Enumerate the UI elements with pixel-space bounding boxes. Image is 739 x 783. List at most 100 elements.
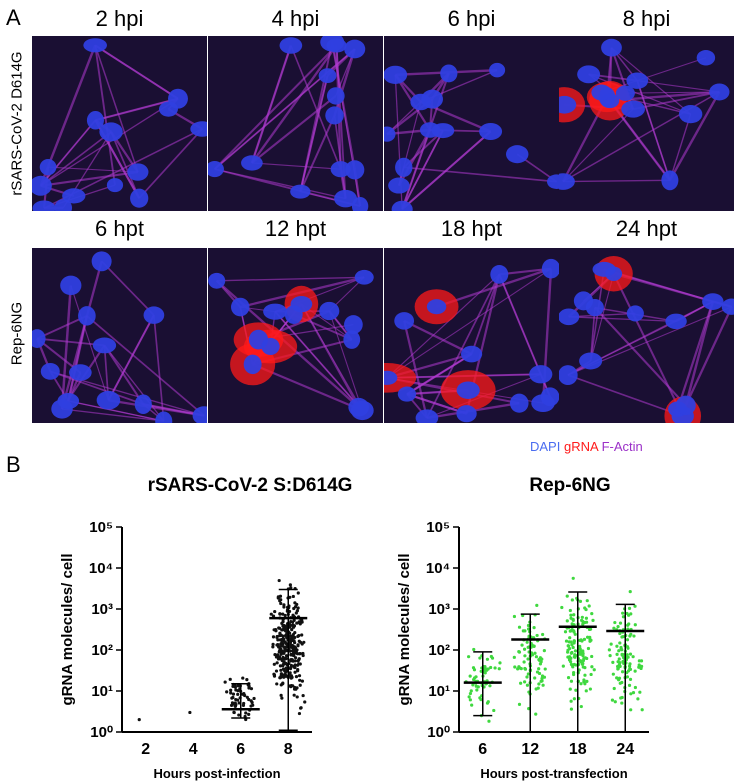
actin-filament [426,274,501,419]
data-point [629,632,633,636]
chart-right: 10⁰ 10¹ 10² 10³ 10⁴ 10⁵ gRNA molecules/ cell 6 1… [396,519,649,781]
data-point [469,689,473,693]
data-point [571,576,575,580]
data-point [476,685,480,689]
data-point [301,653,305,658]
micrograph-tile [208,36,383,211]
dapi-nucleus [529,365,553,384]
row-label-virus: rSARS-CoV-2 D614G [8,51,26,196]
micrograph-tile [559,248,734,423]
data-point [582,637,587,641]
data-point [525,675,529,679]
data-point [572,697,576,701]
data-point [569,699,573,703]
data-point [289,586,293,590]
data-point [295,621,299,625]
data-point [618,664,622,668]
dapi-nucleus [592,261,616,277]
data-point [640,708,644,712]
data-point [538,662,543,666]
actin-filament [636,80,671,181]
timepoint-label: 8 hpi [622,6,671,31]
data-point [272,672,276,676]
data-point [617,649,621,653]
actin-filament [61,408,164,422]
data-point [284,649,288,653]
dapi-nucleus [62,188,86,204]
data-point [616,660,620,664]
dapi-nucleus [32,329,46,348]
data-point [584,689,588,693]
data-point [627,622,631,626]
data-point [296,669,300,673]
actin-filament [95,97,179,122]
data-point [625,638,630,642]
data-point [570,598,574,602]
data-point [249,687,254,691]
actin-filament [611,47,692,115]
data-point [571,618,575,622]
data-point [292,639,296,643]
x-tick-label: 18 [569,741,587,758]
data-point [231,692,236,696]
dapi-nucleus [479,122,503,141]
dapi-nucleus [319,301,340,321]
data-point [233,704,237,708]
data-point [297,711,302,716]
data-point [583,673,587,677]
data-point [621,615,626,619]
x-axis-label: Hours post-transfection [480,766,627,781]
data-point [570,627,574,632]
data-point [583,606,587,610]
data-point [609,642,613,646]
data-point [468,698,472,702]
data-point [589,672,593,677]
dapi-nucleus [86,110,104,130]
data-point [245,678,249,682]
data-point [293,601,297,605]
actin-filament [637,80,720,93]
data-point [293,665,297,670]
data-point [541,632,545,637]
data-point [300,633,304,637]
data-point [292,653,296,658]
data-point [487,719,491,723]
dapi-nucleus [127,163,149,181]
y-tick-label: 10⁵ [426,519,450,536]
data-point [569,613,573,617]
chart-title: rSARS-CoV-2 S:D614G [147,475,353,496]
actin-filament [251,45,292,164]
data-point [526,645,530,649]
data-point [280,640,284,645]
data-point [607,648,611,652]
data-point [468,674,472,678]
data-point [470,703,474,707]
data-point [230,701,235,705]
timepoint-label: 24 hpt [615,216,678,241]
data-point [566,644,570,648]
data-point [535,633,539,638]
x-tick-label: 24 [616,741,634,758]
dapi-nucleus [192,406,207,423]
data-point [540,676,544,681]
data-point [629,692,633,696]
data-point [633,604,637,608]
data-point [565,619,569,623]
actin-filament [300,303,360,408]
data-point [298,621,302,625]
data-point [633,685,638,690]
data-point [288,583,292,587]
dapi-nucleus [559,365,578,386]
data-point [572,662,576,667]
data-point [475,688,479,692]
data-point [566,650,570,654]
data-point [288,649,292,653]
data-point [530,643,534,647]
dapi-nucleus [243,354,262,375]
dapi-nucleus [330,161,351,178]
y-tick-label: 10¹ [428,683,450,700]
data-point [232,710,236,715]
data-point [493,666,497,670]
dapi-nucleus [559,95,577,114]
y-axis-label: gRNA molecules/ cell [59,554,76,706]
